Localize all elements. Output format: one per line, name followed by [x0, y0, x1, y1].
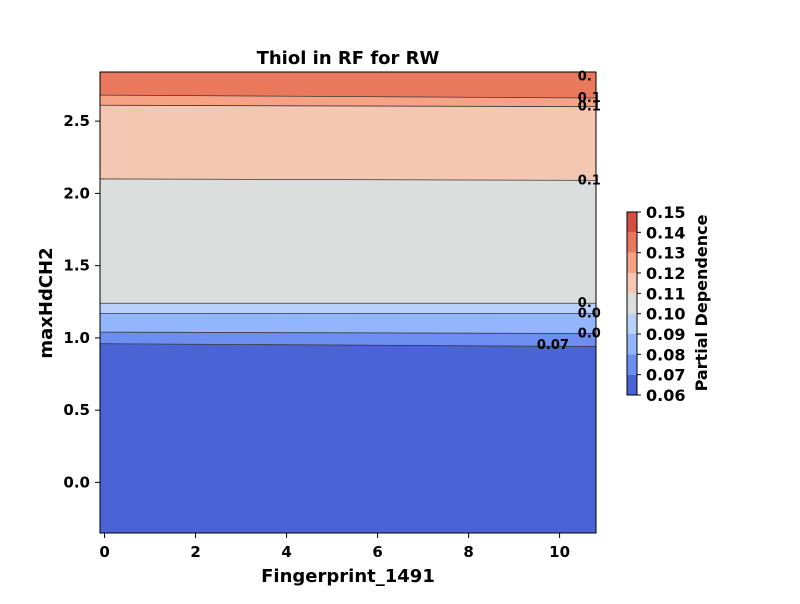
- contour-regions: [100, 72, 596, 533]
- colorbar-swatch-2: [627, 334, 637, 355]
- contour-line-5: [100, 104, 596, 108]
- y-axis: 0.0 0.5 1.0 1.5 2.0 2.5: [63, 112, 100, 491]
- contour-labels: 0.070.00.00.0.10.10.10.: [537, 69, 601, 353]
- y-tick-label-1: 0.5: [63, 401, 90, 419]
- contour-line-0: [100, 343, 596, 347]
- contour-lines: [100, 72, 596, 347]
- colorbar-swatch-0: [627, 374, 637, 395]
- contour-line-4: [100, 178, 596, 181]
- colorbar-swatch-3: [627, 313, 637, 334]
- y-tick-label-3: 1.5: [63, 257, 90, 275]
- colorbar-swatch-1: [627, 354, 637, 375]
- plot-frame: [99, 71, 597, 534]
- colorbar-tick-label-1: 0.07: [646, 366, 685, 385]
- contour-line-label-2: 0.0: [578, 306, 601, 321]
- contour-line-label-3: 0.: [578, 296, 592, 311]
- x-axis: 0 2 4 6 8 10: [99, 533, 570, 561]
- y-tick-label-0: 0.0: [63, 473, 90, 491]
- x-axis-label: Fingerprint_1491: [261, 566, 435, 587]
- contour-region-4: [100, 178, 596, 304]
- colorbar-tick-label-3: 0.09: [646, 325, 685, 344]
- contour-region-3: [100, 302, 596, 314]
- chart-title: Thiol in RF for RW: [257, 48, 440, 69]
- colorbar-tick-label-5: 0.11: [646, 284, 685, 303]
- contour-line-label-4: 0.1: [578, 173, 601, 188]
- contour-line-1: [100, 331, 596, 334]
- contour-region-2: [100, 313, 596, 334]
- contour-line-label-6: 0.1: [578, 91, 601, 106]
- contour-region-0: [100, 343, 596, 533]
- colorbar-tick-label-0: 0.06: [646, 386, 685, 405]
- colorbar-tick-label-2: 0.08: [646, 345, 685, 364]
- colorbar-tick-label-7: 0.13: [646, 244, 685, 263]
- colorbar: [626, 211, 638, 396]
- contour-line-label-5: 0.1: [578, 100, 601, 115]
- x-tick-label-2: 4: [281, 543, 291, 561]
- y-tick-label-4: 2.0: [63, 184, 90, 202]
- x-tick-label-5: 10: [549, 543, 570, 561]
- colorbar-swatch-6: [627, 252, 637, 273]
- colorbar-swatch-5: [627, 273, 637, 294]
- contour-line-label-7: 0.: [578, 69, 592, 84]
- x-tick-label-0: 0: [99, 543, 109, 561]
- x-tick-label-4: 8: [463, 543, 473, 561]
- colorbar-tick-label-4: 0.10: [646, 305, 685, 324]
- colorbar-swatch-7: [627, 232, 637, 253]
- colorbar-swatch-8: [627, 212, 637, 233]
- contour-line-label-0: 0.07: [537, 338, 569, 353]
- contour-region-7: [100, 72, 596, 99]
- colorbar-tick-label-6: 0.12: [646, 264, 685, 283]
- contour-line-6: [100, 94, 596, 99]
- colorbar-tick-label-9: 0.15: [646, 203, 685, 222]
- x-tick-label-3: 6: [372, 543, 382, 561]
- x-tick-label-1: 2: [190, 543, 200, 561]
- y-axis-label: maxHdCH2: [36, 247, 57, 358]
- colorbar-ticks: 0.060.07 0.080.090.10 0.110.120.13 0.140.15: [637, 203, 685, 405]
- y-tick-label-5: 2.5: [63, 112, 90, 130]
- contour-line-label-1: 0.0: [578, 327, 601, 342]
- colorbar-label: Partial Dependence: [692, 214, 711, 391]
- colorbar-frame: [626, 211, 638, 396]
- colorbar-swatch-4: [627, 293, 637, 314]
- colorbar-tick-label-8: 0.14: [646, 223, 685, 242]
- contour-region-5: [100, 104, 596, 181]
- y-tick-label-2: 1.0: [63, 329, 90, 347]
